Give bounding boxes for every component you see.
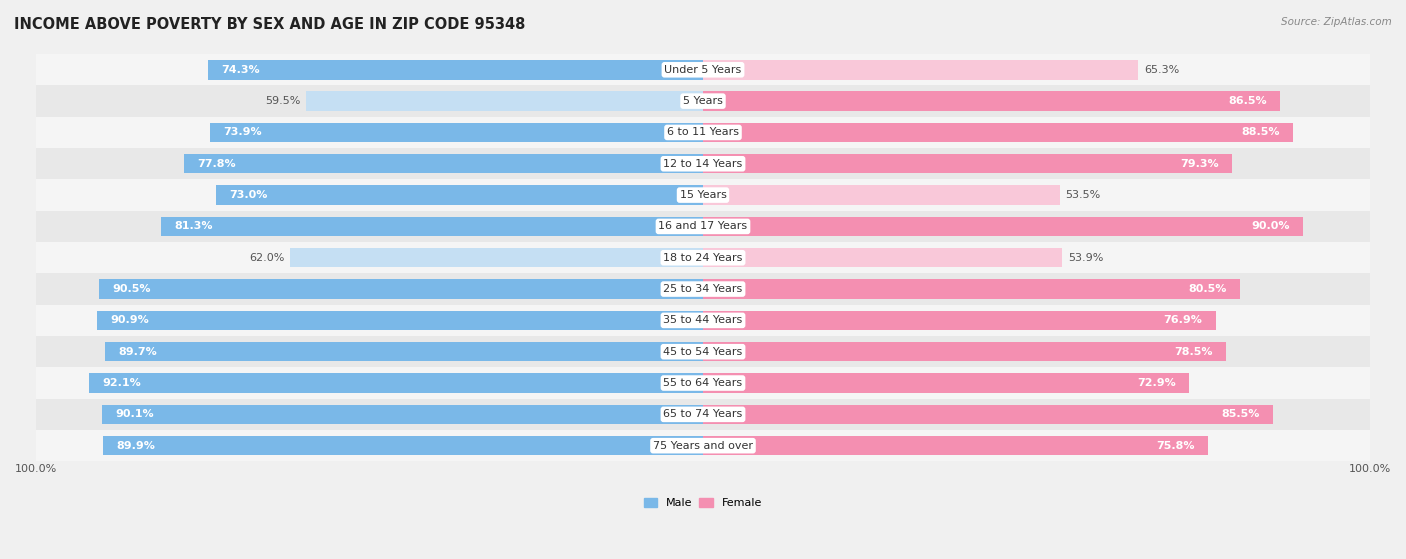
- Text: 18 to 24 Years: 18 to 24 Years: [664, 253, 742, 263]
- Text: Under 5 Years: Under 5 Years: [665, 65, 741, 75]
- Bar: [703, 154, 1232, 173]
- Bar: [307, 92, 703, 111]
- Text: 90.1%: 90.1%: [115, 409, 155, 419]
- Bar: [37, 273, 1369, 305]
- Bar: [37, 430, 1369, 461]
- Text: 90.9%: 90.9%: [110, 315, 149, 325]
- Bar: [217, 186, 703, 205]
- Bar: [37, 399, 1369, 430]
- Bar: [184, 154, 703, 173]
- Bar: [37, 179, 1369, 211]
- Text: Source: ZipAtlas.com: Source: ZipAtlas.com: [1281, 17, 1392, 27]
- Bar: [37, 117, 1369, 148]
- Text: 79.3%: 79.3%: [1180, 159, 1219, 169]
- Bar: [290, 248, 703, 267]
- Bar: [97, 311, 703, 330]
- Bar: [703, 92, 1279, 111]
- Bar: [703, 123, 1294, 142]
- Bar: [703, 217, 1303, 236]
- Bar: [37, 148, 1369, 179]
- Text: 75.8%: 75.8%: [1157, 440, 1195, 451]
- Text: 35 to 44 Years: 35 to 44 Years: [664, 315, 742, 325]
- Text: 89.7%: 89.7%: [118, 347, 157, 357]
- Bar: [37, 211, 1369, 242]
- Bar: [104, 436, 703, 456]
- Text: 45 to 54 Years: 45 to 54 Years: [664, 347, 742, 357]
- Bar: [703, 373, 1189, 393]
- Bar: [105, 342, 703, 362]
- Bar: [37, 336, 1369, 367]
- Text: 25 to 34 Years: 25 to 34 Years: [664, 284, 742, 294]
- Bar: [37, 305, 1369, 336]
- Bar: [703, 311, 1216, 330]
- Text: INCOME ABOVE POVERTY BY SEX AND AGE IN ZIP CODE 95348: INCOME ABOVE POVERTY BY SEX AND AGE IN Z…: [14, 17, 526, 32]
- Text: 90.0%: 90.0%: [1251, 221, 1289, 231]
- Text: 73.0%: 73.0%: [229, 190, 269, 200]
- Text: 73.9%: 73.9%: [224, 127, 262, 138]
- Bar: [703, 280, 1240, 299]
- Text: 53.9%: 53.9%: [1067, 253, 1104, 263]
- Text: 59.5%: 59.5%: [266, 96, 301, 106]
- Bar: [703, 186, 1060, 205]
- Text: 77.8%: 77.8%: [197, 159, 236, 169]
- Text: 65.3%: 65.3%: [1144, 65, 1180, 75]
- Text: 81.3%: 81.3%: [174, 221, 212, 231]
- Text: 62.0%: 62.0%: [249, 253, 284, 263]
- Text: 65 to 74 Years: 65 to 74 Years: [664, 409, 742, 419]
- Bar: [103, 405, 703, 424]
- Text: 75 Years and over: 75 Years and over: [652, 440, 754, 451]
- Bar: [209, 123, 703, 142]
- Bar: [703, 248, 1063, 267]
- Bar: [208, 60, 703, 79]
- Text: 78.5%: 78.5%: [1174, 347, 1213, 357]
- Text: 90.5%: 90.5%: [112, 284, 152, 294]
- Bar: [37, 54, 1369, 86]
- Bar: [703, 405, 1274, 424]
- Text: 92.1%: 92.1%: [103, 378, 141, 388]
- Text: 74.3%: 74.3%: [221, 65, 260, 75]
- Bar: [37, 86, 1369, 117]
- Text: 72.9%: 72.9%: [1137, 378, 1175, 388]
- Bar: [89, 373, 703, 393]
- Text: 89.9%: 89.9%: [117, 440, 156, 451]
- Text: 86.5%: 86.5%: [1227, 96, 1267, 106]
- Legend: Male, Female: Male, Female: [640, 494, 766, 513]
- Text: 88.5%: 88.5%: [1241, 127, 1279, 138]
- Text: 80.5%: 80.5%: [1188, 284, 1226, 294]
- Bar: [160, 217, 703, 236]
- Bar: [703, 342, 1226, 362]
- Text: 85.5%: 85.5%: [1222, 409, 1260, 419]
- Text: 16 and 17 Years: 16 and 17 Years: [658, 221, 748, 231]
- Bar: [703, 60, 1139, 79]
- Text: 5 Years: 5 Years: [683, 96, 723, 106]
- Text: 76.9%: 76.9%: [1164, 315, 1202, 325]
- Bar: [100, 280, 703, 299]
- Bar: [37, 242, 1369, 273]
- Text: 6 to 11 Years: 6 to 11 Years: [666, 127, 740, 138]
- Text: 53.5%: 53.5%: [1066, 190, 1101, 200]
- Text: 15 Years: 15 Years: [679, 190, 727, 200]
- Bar: [703, 436, 1209, 456]
- Text: 12 to 14 Years: 12 to 14 Years: [664, 159, 742, 169]
- Text: 55 to 64 Years: 55 to 64 Years: [664, 378, 742, 388]
- Bar: [37, 367, 1369, 399]
